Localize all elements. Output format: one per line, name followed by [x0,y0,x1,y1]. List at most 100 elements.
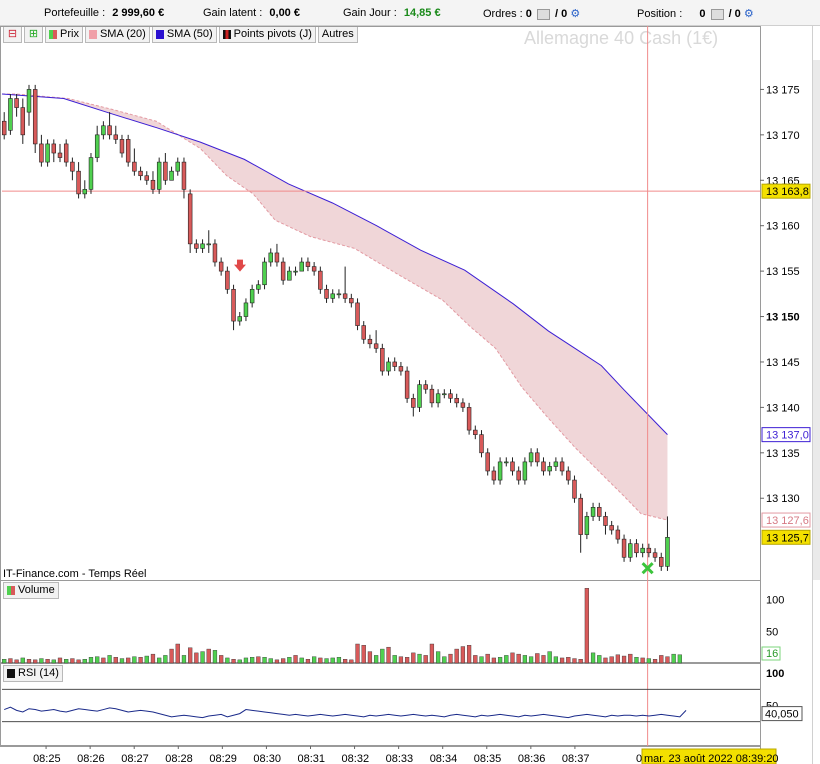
volume-bar [268,658,273,664]
legend-sma20[interactable]: SMA (20) [84,26,150,43]
candle [57,152,63,158]
time-tick-label: 08:28 [165,753,193,764]
candle [435,393,441,404]
volume-bar [95,656,100,664]
volume-bar [225,657,230,664]
volume-bar [460,646,466,664]
candle [20,107,26,136]
volume-bar [324,658,329,664]
candle [355,302,360,326]
orders-gear-icon[interactable]: ⚙ [570,8,581,20]
candle [584,516,590,535]
candle [603,516,608,526]
candle [88,157,94,190]
candle [392,361,397,367]
legend-volume[interactable]: Volume [3,582,59,599]
volume-bar [312,656,317,664]
position-stat[interactable]: Position : 0 / 0 ⚙ [637,7,754,20]
hline-price-tag-box [761,183,811,199]
instrument-watermark: Allemagne 40 Cash (1€) [524,28,719,48]
candle [76,170,81,195]
volume-bar [380,648,385,664]
unrealized-label: Gain latent : [203,7,263,19]
volume-bar [14,659,19,664]
volume-bar [126,657,131,664]
position-close-icon[interactable] [710,8,724,20]
legend-volume-label: Volume [18,584,55,596]
candle [398,366,404,372]
scroll-area [813,60,820,580]
time-tick-label: 08:36 [518,753,546,764]
volume-bar [609,656,614,664]
candle [559,461,565,472]
legend-price-label: Prix [60,28,79,40]
price-tick-label: 13 170 [766,130,800,142]
volume-bar [169,648,174,664]
candle [138,170,143,177]
price-tick-label: 13 160 [766,221,800,233]
candle [411,398,416,408]
candle [119,139,125,154]
candle [169,170,174,181]
candle [175,161,180,172]
candle [417,384,422,408]
volume-bar [150,653,156,664]
candle [528,452,534,463]
candle [14,98,19,108]
candle [547,466,552,472]
price-tick-label: 13 150 [766,312,800,324]
rsi-panel-frame [0,663,761,746]
sma20-swatch-icon [88,30,97,39]
volume-bar [491,657,497,664]
legend-others-button[interactable]: Autres [317,26,358,43]
time-tick-label: 08:37 [562,753,590,764]
volume-bar [541,655,546,664]
candle [448,393,453,399]
volume-bar [175,643,180,664]
volume-bar [628,653,633,664]
legend-sma50[interactable]: SMA (50) [151,26,217,43]
candle [373,343,379,349]
buy-button-icon[interactable]: ⊞ [24,26,43,43]
volume-bar [101,657,106,664]
candle [163,161,168,181]
time-tick-label: 08:27 [121,753,149,764]
hline-price-tag: 13 163,8 [766,186,809,198]
time-tick-label: 08:32 [342,753,370,764]
volume-bar [634,657,639,664]
position-gear-icon[interactable]: ⚙ [743,8,754,20]
candle [8,98,13,131]
volume-bar [243,657,249,664]
volume-bar [590,652,596,664]
price-tick-label: 13 155 [766,266,800,278]
volume-bar [559,657,565,664]
candle [361,325,366,340]
volume-bar [665,656,670,664]
volume-bar [466,645,472,664]
candle [336,293,342,296]
volume-bar [45,659,50,664]
candle [454,398,459,404]
price-tick-label: 13 130 [766,493,800,505]
sma50-line [1,93,668,435]
day-gain-stat: Gain Jour : 14,85 € [343,7,441,19]
candle [541,461,546,472]
candle [299,261,304,272]
candle [380,348,385,372]
unrealized-value: 0,00 € [269,7,300,19]
legend-rsi[interactable]: RSI (14) [3,665,63,682]
candle [212,243,218,263]
candle [460,402,466,408]
portfolio-label: Portefeuille : [44,7,106,19]
volume-bar [479,656,484,664]
rsi-last-label: 40,050 [765,709,799,721]
volume-bar [305,659,311,664]
candle [218,261,224,272]
rsi-tick-100: 100 [766,668,784,680]
price-swatch-icon [49,30,57,39]
volume-tick-label: 100 [766,595,784,607]
volume-bar [76,659,81,664]
orders-stat[interactable]: Ordres : 0 / 0 ⚙ [483,7,580,20]
orders-close-icon[interactable] [536,8,550,20]
